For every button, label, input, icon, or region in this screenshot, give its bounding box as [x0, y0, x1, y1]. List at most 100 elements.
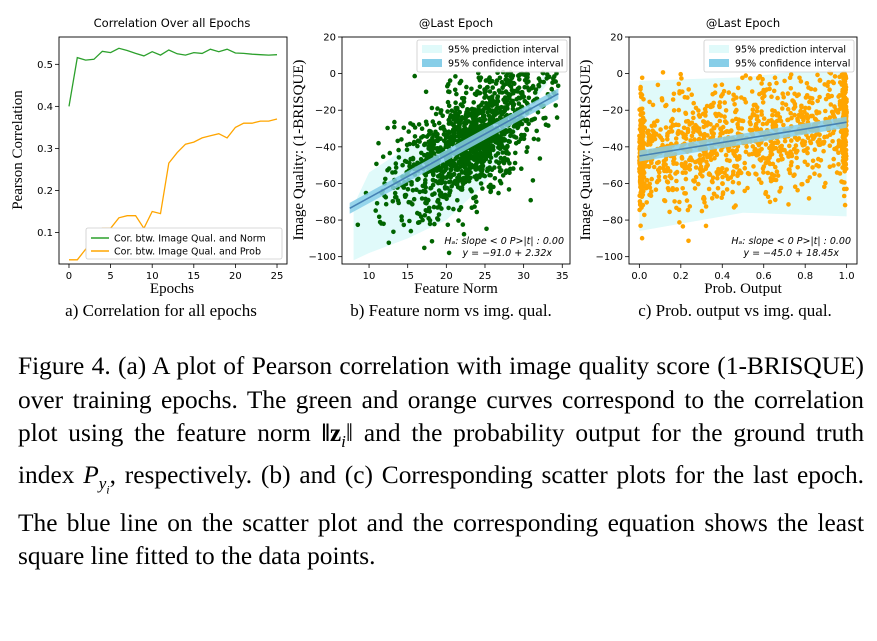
b-scatter-point: [456, 131, 461, 136]
c-scatter-point: [841, 132, 847, 138]
c-scatter-point: [831, 156, 836, 162]
b-title: @Last Epoch: [419, 16, 493, 30]
c-scatter-point: [673, 136, 679, 141]
b-scatter-point: [554, 115, 560, 120]
b-scatter-point: [472, 153, 477, 159]
c-scatter-point: [651, 164, 657, 170]
c-scatter-point: [732, 102, 737, 107]
b-scatter-point: [431, 204, 437, 210]
figure-caption: Figure 4. (a) A plot of Pearson correlat…: [18, 350, 864, 574]
c-scatter-point: [754, 105, 760, 110]
a-legend-label: Cor. btw. Image Qual. and Prob: [114, 247, 261, 258]
c-scatter-point: [742, 165, 748, 171]
b-scatter-point: [374, 161, 379, 167]
c-scatter-point: [698, 131, 703, 137]
b-scatter-point: [448, 113, 454, 118]
b-scatter-point: [392, 194, 398, 200]
a-xtick-label: 15: [187, 271, 200, 282]
c-scatter-point: [840, 151, 846, 156]
c-scatter-point: [799, 182, 804, 187]
b-scatter-point: [536, 137, 541, 142]
b-scatter-point: [429, 105, 435, 111]
b-scatter-point: [492, 176, 498, 181]
c-scatter-point: [753, 124, 758, 130]
c-scatter-point: [701, 119, 706, 124]
a-legend-box: [85, 227, 283, 260]
c-scatter-point: [754, 108, 760, 114]
c-scatter-point: [750, 111, 756, 117]
c-scatter-point: [788, 110, 793, 116]
c-scatter-point: [798, 108, 803, 114]
b-scatter-point: [427, 128, 432, 134]
c-scatter-point: [815, 98, 820, 104]
c-scatter-point: [676, 128, 681, 134]
c-scatter-point: [774, 80, 779, 86]
caption-part1: Figure 4. (a) A plot of Pearson correlat…: [18, 352, 864, 447]
b-scatter-point: [493, 138, 498, 144]
c-scatter-point: [668, 118, 674, 124]
c-scatter-point: [841, 74, 847, 80]
c-scatter-point: [830, 79, 835, 85]
b-scatter-point: [445, 222, 451, 228]
b-scatter-point: [430, 119, 436, 124]
b-scatter-point: [468, 175, 473, 181]
c-scatter-point: [713, 83, 718, 88]
c-scatter-point: [817, 78, 823, 83]
b-scatter-point: [453, 105, 459, 111]
b-scatter-point: [489, 167, 495, 172]
c-scatter-point: [640, 177, 645, 183]
c-scatter-point: [689, 92, 694, 97]
a-subfigure-label: a) Correlation for all epochs: [65, 301, 257, 320]
b-scatter-point: [418, 157, 424, 162]
c-scatter-point: [797, 75, 802, 81]
b-scatter-point: [471, 100, 477, 105]
c-scatter-point: [771, 88, 777, 94]
c-scatter-point: [817, 132, 822, 137]
c-scatter-point: [742, 188, 747, 194]
c-scatter-point: [812, 147, 818, 152]
c-scatter-point: [748, 121, 753, 127]
b-ytick-label: 20: [323, 33, 336, 44]
b-scatter-point: [399, 137, 404, 142]
c-scatter-point: [653, 187, 659, 192]
b-scatter-point: [477, 142, 483, 147]
b-scatter-point: [446, 89, 451, 94]
b-scatter-point: [432, 221, 437, 227]
b-scatter-point: [435, 216, 440, 221]
c-scatter-point: [805, 150, 810, 156]
b-scatter-point: [443, 167, 448, 173]
c-scatter-point: [828, 102, 834, 107]
c-scatter-point: [827, 87, 832, 92]
c-scatter-point: [794, 155, 799, 161]
c-scatter-point: [788, 149, 793, 154]
c-scatter-point: [730, 179, 736, 185]
c-scatter-point: [668, 169, 673, 174]
c-scatter-point: [770, 119, 775, 125]
b-scatter-point: [422, 245, 427, 251]
c-scatter-point: [778, 185, 784, 191]
b-scatter-point: [406, 199, 412, 205]
c-scatter-point: [676, 107, 682, 113]
c-scatter-point: [806, 105, 812, 111]
c-scatter-point: [765, 158, 771, 164]
b-scatter-point: [469, 123, 474, 128]
c-scatter-point: [696, 181, 701, 187]
c-xtick-label: 0.4: [714, 271, 730, 282]
b-scatter-point: [526, 121, 531, 126]
b-scatter-point: [524, 127, 530, 133]
c-scatter-point: [720, 166, 725, 171]
c-scatter-point: [827, 164, 833, 170]
c-scatter-point: [713, 111, 718, 117]
caption-part3: , respectively. (b) and (c) Correspondin…: [18, 460, 864, 571]
c-scatter-point: [639, 75, 645, 81]
b-scatter-point: [508, 133, 513, 139]
c-scatter-point: [780, 106, 785, 111]
c-scatter-point: [649, 176, 654, 182]
b-scatter-point: [404, 147, 410, 152]
b-scatter-point: [463, 167, 469, 172]
c-scatter-point: [744, 144, 749, 149]
c-scatter-point: [832, 104, 837, 109]
c-scatter-point: [763, 189, 769, 195]
c-scatter-point: [731, 92, 736, 98]
c-scatter-point: [641, 118, 646, 123]
